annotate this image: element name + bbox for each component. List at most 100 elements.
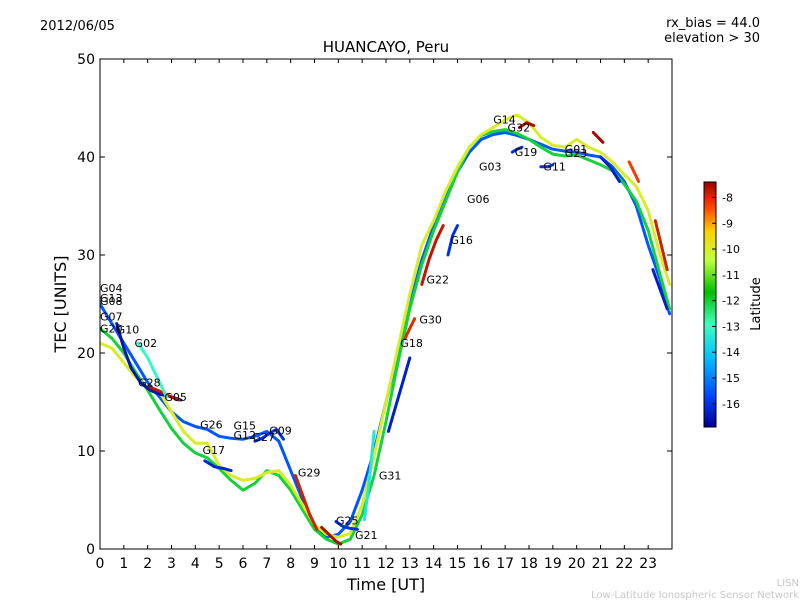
series-line-s21	[627, 160, 641, 183]
date-label: 2012/06/05	[40, 19, 115, 34]
series-line-s24	[363, 429, 376, 522]
credit-lisn: LISN	[777, 578, 799, 589]
series-line-s9	[293, 474, 319, 531]
colorbar-ticks: -8 -9 -10 -11 -12 -13 -14 -15 -16	[712, 191, 740, 411]
prn-label: G21	[355, 529, 378, 542]
series-line-s13	[403, 317, 417, 340]
x-tick-label: 0	[96, 556, 105, 572]
series-line-s11	[320, 525, 343, 546]
series-line-s6	[136, 341, 169, 399]
prn-label: G16	[450, 234, 473, 247]
colorbar	[703, 181, 717, 428]
colorbar-tick-label: -16	[722, 398, 740, 411]
prn-label: G28	[138, 376, 161, 389]
prn-label: G04	[100, 282, 123, 295]
series-line-s12	[386, 356, 412, 433]
series-line-s10	[334, 520, 359, 531]
x-tick-label: 23	[639, 556, 657, 572]
series-layer	[100, 113, 672, 546]
prn-label: G05	[164, 391, 187, 404]
prn-label: G17	[202, 444, 225, 457]
x-tick-label: 8	[286, 556, 295, 572]
series-line-s2	[100, 128, 672, 546]
prn-label: G08	[100, 295, 123, 308]
x-tick-label: 1	[119, 556, 128, 572]
series-line-s20	[599, 155, 622, 183]
prn-label: G25	[336, 515, 359, 528]
prn-label: G19	[515, 146, 538, 159]
y-tick-label: 10	[77, 444, 95, 460]
credit-network: Low-Latitude Ionospheric Sensor Network	[591, 590, 799, 600]
colorbar-tick-label: -13	[722, 320, 740, 333]
y-tick-label: 0	[86, 542, 95, 558]
prn-label: G09	[269, 424, 292, 437]
prn-label: G03	[479, 161, 502, 174]
x-tick-label: 4	[191, 556, 200, 572]
rx-bias-label: rx_bias = 44.0	[666, 16, 760, 31]
elevation-label: elevation > 30	[664, 31, 760, 46]
y-tick-label: 30	[77, 248, 95, 264]
x-tick-label: 2	[143, 556, 152, 572]
y-axis-label: TEC [UNITS]	[51, 256, 70, 354]
prn-label: G18	[400, 337, 423, 350]
prn-label: G20	[100, 322, 123, 335]
prn-label: G14	[493, 114, 516, 127]
y-tick-label: 50	[77, 52, 95, 68]
x-tick-label: 15	[449, 556, 467, 572]
colorbar-tick-label: -8	[722, 191, 733, 204]
series-line-s22	[651, 268, 669, 311]
prn-label: G15	[233, 419, 256, 432]
x-tick-label: 22	[615, 556, 633, 572]
series-line-s8	[253, 427, 285, 443]
x-tick-label: 12	[377, 556, 395, 572]
series-line-s17	[510, 145, 524, 154]
x-tick-label: 16	[472, 556, 490, 572]
prn-label: G01	[565, 143, 588, 156]
x-tick-label: 3	[167, 556, 176, 572]
x-tick-label: 14	[425, 556, 443, 572]
x-tick-label: 5	[215, 556, 224, 572]
prn-label: G10	[117, 323, 140, 336]
x-tick-label: 20	[568, 556, 586, 572]
colorbar-tick-label: -14	[722, 346, 740, 359]
prn-label: G30	[419, 314, 442, 327]
x-tick-label: 6	[239, 556, 248, 572]
series-line-s14	[420, 224, 445, 286]
colorbar-tick-label: -12	[722, 295, 740, 308]
prn-label: G13	[100, 292, 123, 305]
prn-label: G12	[233, 429, 256, 442]
prn-label: G11	[543, 161, 566, 174]
colorbar-tick-label: -15	[722, 372, 740, 385]
prn-label: G32	[508, 122, 531, 135]
colorbar-tick-label: -9	[722, 217, 733, 230]
x-tick-label: 13	[401, 556, 419, 572]
chart-title: HUANCAYO, Peru	[323, 38, 449, 56]
series-line-s18	[539, 163, 555, 169]
prn-label: G02	[135, 337, 158, 350]
series-line-s7	[203, 459, 233, 473]
y-tick-label: 20	[77, 346, 95, 362]
x-axis: 0 1 2 3 4 5 6 7 8 9 10 11 12 13 14 15 16 17 18 19 20 21 22 23	[96, 59, 657, 572]
colorbar-label: Latitude	[749, 277, 764, 331]
series-line-s19	[591, 131, 605, 144]
x-tick-label: 7	[262, 556, 271, 572]
y-tick-label: 40	[77, 150, 95, 166]
y-axis: 0 10 20 30 40 50	[77, 52, 672, 558]
prn-label: G06	[467, 193, 490, 206]
prn-label: G29	[298, 466, 321, 479]
prn-label: G26	[200, 418, 223, 431]
x-axis-label: Time [UT]	[346, 575, 425, 594]
x-tick-label: 10	[329, 556, 347, 572]
colorbar-tick-label: -10	[722, 243, 740, 256]
x-tick-label: 17	[496, 556, 514, 572]
prn-label: G07	[100, 311, 123, 324]
colorbar-tick-label: -11	[722, 269, 740, 282]
x-tick-label: 9	[310, 556, 319, 572]
series-line-s3	[100, 113, 672, 539]
prn-label: G31	[379, 469, 402, 482]
x-tick-label: 19	[544, 556, 562, 572]
prn-label: G22	[427, 273, 450, 286]
x-tick-label: 18	[520, 556, 538, 572]
